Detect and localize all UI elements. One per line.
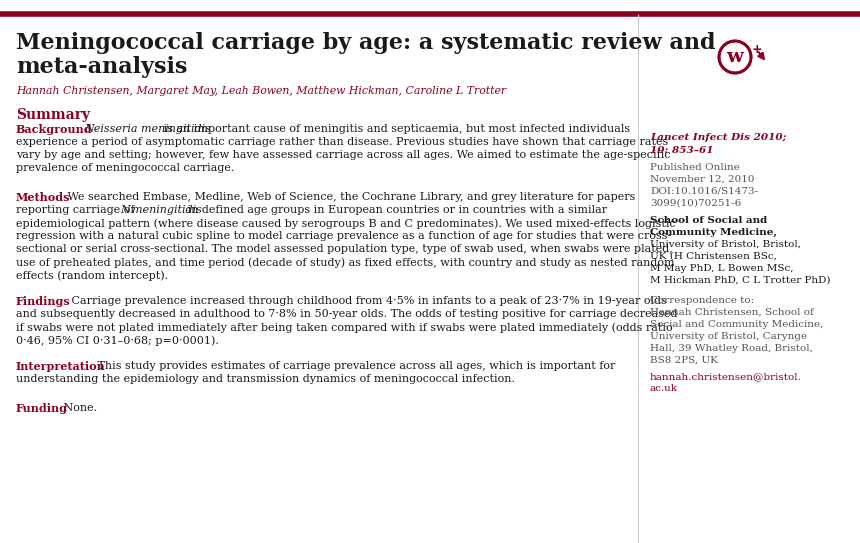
Text: None.: None. (60, 403, 97, 413)
Text: Community Medicine,: Community Medicine, (650, 228, 777, 237)
Text: University of Bristol, Carynge: University of Bristol, Carynge (650, 332, 808, 341)
Text: Neisseria meningitidis: Neisseria meningitidis (84, 124, 211, 134)
Text: Social and Community Medicine,: Social and Community Medicine, (650, 320, 823, 329)
Text: BS8 2PS, UK: BS8 2PS, UK (650, 356, 718, 365)
Text: is an important cause of meningitis and septicaemia, but most infected individua: is an important cause of meningitis and … (160, 124, 630, 134)
Text: and subsequently decreased in adulthood to 7·8% in 50-year olds. The odds of tes: and subsequently decreased in adulthood … (16, 309, 678, 319)
Text: understanding the epidemiology and transmission dynamics of meningococcal infect: understanding the epidemiology and trans… (16, 374, 515, 384)
Text: effects (random intercept).: effects (random intercept). (16, 270, 168, 281)
Text: Summary: Summary (16, 108, 90, 122)
Text: Background: Background (16, 124, 93, 135)
Text: We searched Embase, Medline, Web of Science, the Cochrane Library, and grey lite: We searched Embase, Medline, Web of Scie… (64, 192, 636, 202)
Text: Hannah Christensen, School of: Hannah Christensen, School of (650, 308, 814, 317)
Text: UK (H Christensen BSc,: UK (H Christensen BSc, (650, 252, 777, 261)
Text: This study provides estimates of carriage prevalence across all ages, which is i: This study provides estimates of carriag… (94, 361, 616, 371)
Text: 10: 853–61: 10: 853–61 (650, 146, 714, 155)
Text: School of Social and: School of Social and (650, 216, 767, 225)
Text: Hannah Christensen, Margaret May, Leah Bowen, Matthew Hickman, Caroline L Trotte: Hannah Christensen, Margaret May, Leah B… (16, 86, 507, 96)
Text: use of preheated plates, and time period (decade of study) as fixed effects, wit: use of preheated plates, and time period… (16, 257, 674, 268)
Text: Hall, 39 Whatley Road, Bristol,: Hall, 39 Whatley Road, Bristol, (650, 344, 813, 353)
Text: DOI:10.1016/S1473-: DOI:10.1016/S1473- (650, 187, 759, 196)
Text: M May PhD, L Bowen MSc,: M May PhD, L Bowen MSc, (650, 264, 794, 273)
Text: prevalence of meningococcal carriage.: prevalence of meningococcal carriage. (16, 163, 235, 173)
Text: 3099(10)70251-6: 3099(10)70251-6 (650, 199, 741, 208)
Text: experience a period of asymptomatic carriage rather than disease. Previous studi: experience a period of asymptomatic carr… (16, 137, 668, 147)
Text: Methods: Methods (16, 192, 71, 203)
Text: +: + (752, 43, 763, 56)
Text: Interpretation: Interpretation (16, 361, 106, 372)
Text: Findings: Findings (16, 296, 71, 307)
Text: epidemiological pattern (where disease caused by serogroups B and C predominates: epidemiological pattern (where disease c… (16, 218, 676, 229)
Text: vary by age and setting; however, few have assessed carriage across all ages. We: vary by age and setting; however, few ha… (16, 150, 671, 160)
Text: sectional or serial cross-sectional. The model assessed population type, type of: sectional or serial cross-sectional. The… (16, 244, 673, 254)
Text: ac.uk: ac.uk (650, 384, 678, 393)
Text: Funding: Funding (16, 403, 68, 414)
Text: Meningococcal carriage by age: a systematic review and: Meningococcal carriage by age: a systema… (16, 32, 716, 54)
Text: 0·46, 95% CI 0·31–0·68; p=0·0001).: 0·46, 95% CI 0·31–0·68; p=0·0001). (16, 335, 219, 345)
Text: N meningitidis: N meningitidis (120, 205, 202, 215)
Text: Correspondence to:: Correspondence to: (650, 296, 754, 305)
Text: Carriage prevalence increased through childhood from 4·5% in infants to a peak o: Carriage prevalence increased through ch… (68, 296, 666, 306)
Text: Published Online: Published Online (650, 163, 740, 172)
Text: regression with a natural cubic spline to model carriage prevalence as a functio: regression with a natural cubic spline t… (16, 231, 672, 241)
Text: in defined age groups in European countries or in countries with a similar: in defined age groups in European countr… (184, 205, 607, 215)
Text: w: w (727, 48, 743, 66)
Text: University of Bristol, Bristol,: University of Bristol, Bristol, (650, 240, 801, 249)
Text: Lancet Infect Dis 2010;: Lancet Infect Dis 2010; (650, 133, 787, 142)
Text: M Hickman PhD, C L Trotter PhD): M Hickman PhD, C L Trotter PhD) (650, 276, 831, 285)
Text: meta-analysis: meta-analysis (16, 56, 187, 78)
Text: November 12, 2010: November 12, 2010 (650, 175, 754, 184)
Text: if swabs were not plated immediately after being taken compared with if swabs we: if swabs were not plated immediately aft… (16, 322, 673, 332)
Text: hannah.christensen@bristol.: hannah.christensen@bristol. (650, 372, 802, 381)
Text: reporting carriage of: reporting carriage of (16, 205, 138, 215)
